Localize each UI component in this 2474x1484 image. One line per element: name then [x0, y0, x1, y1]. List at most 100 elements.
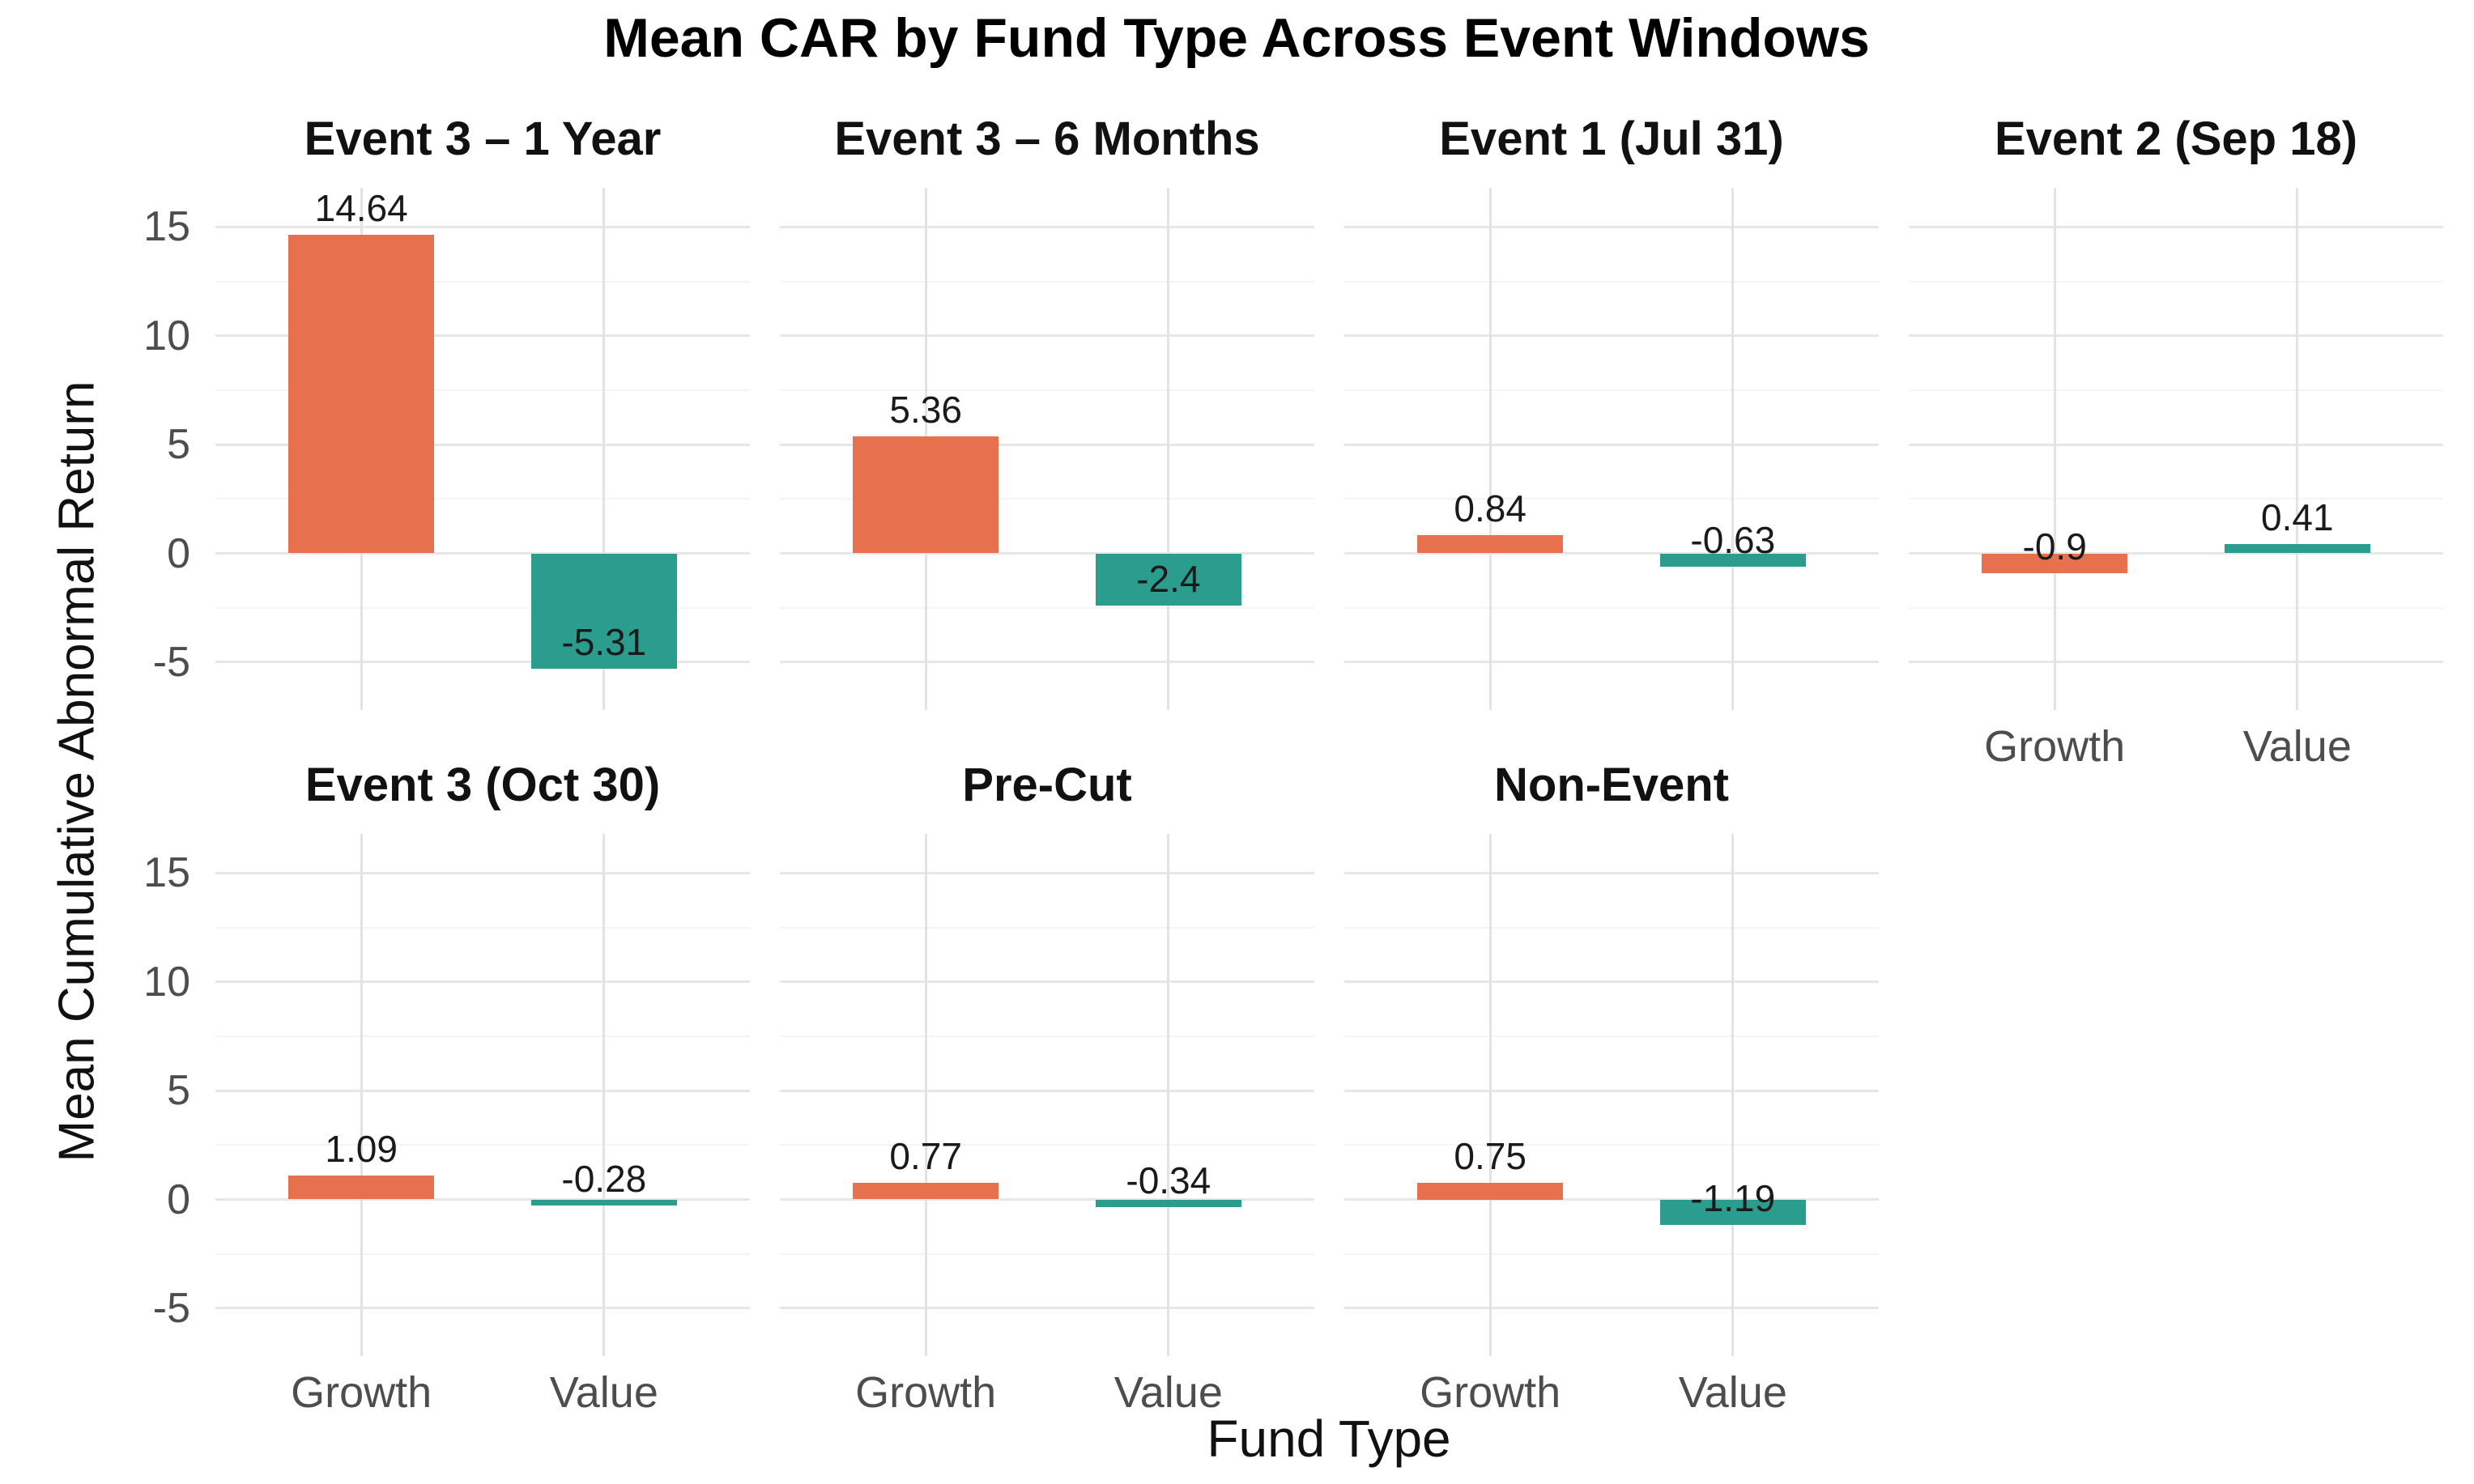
minor-gridline	[780, 498, 1314, 500]
y-tick-label: 10	[143, 312, 190, 359]
bar-growth	[853, 436, 999, 554]
x-tick-label: Value	[1114, 1368, 1223, 1417]
major-gridline	[1344, 1198, 1879, 1201]
minor-gridline	[215, 606, 750, 609]
major-gridline	[215, 1198, 750, 1201]
bar-growth	[288, 1176, 435, 1200]
major-gridline	[780, 443, 1314, 446]
minor-gridline	[780, 926, 1314, 929]
vertical-gridline	[2296, 188, 2299, 710]
minor-gridline	[1344, 389, 1879, 391]
minor-gridline	[1344, 280, 1879, 283]
major-gridline	[780, 225, 1314, 228]
y-tick-label: 0	[167, 529, 190, 577]
minor-gridline	[780, 389, 1314, 391]
major-gridline	[1344, 871, 1879, 874]
minor-gridline	[215, 389, 750, 391]
minor-gridline	[1344, 498, 1879, 500]
facet-strip-title: Event 2 (Sep 18)	[1994, 113, 2358, 165]
facet-panel: 5.36 -2.4	[780, 188, 1314, 710]
minor-gridline	[780, 1144, 1314, 1146]
y-axis-title: Mean Cumulative Abnormal Return	[49, 381, 105, 1163]
minor-gridline	[780, 280, 1314, 283]
major-gridline	[1344, 225, 1879, 228]
bar-value	[1659, 1199, 1806, 1226]
major-gridline	[1344, 552, 1879, 555]
vertical-gridline	[603, 834, 606, 1356]
major-gridline	[215, 871, 750, 874]
bar-growth	[288, 235, 435, 554]
facet-panel: 14.64 -5.31	[215, 188, 750, 710]
minor-gridline	[215, 280, 750, 283]
major-gridline	[780, 552, 1314, 555]
bar-value	[1095, 553, 1241, 606]
bar-growth	[853, 1182, 999, 1200]
bar-value-label: -0.28	[561, 1158, 647, 1201]
major-gridline	[1344, 334, 1879, 338]
bar-value-label: 0.84	[1454, 487, 1527, 529]
major-gridline	[215, 661, 750, 664]
facet-panel: 0.84 -0.63	[1344, 188, 1879, 710]
facet-panel: 0.75 Growth -1.19 Value	[1344, 834, 1879, 1416]
minor-gridline	[1344, 1144, 1879, 1146]
facet-panel: -0.9 Growth 0.41 Value	[1909, 188, 2443, 770]
bar-growth	[1417, 1183, 1564, 1200]
x-tick-label: Growth	[1984, 722, 2126, 771]
bar-value-label: -5.31	[561, 621, 647, 664]
bar-value	[1095, 1199, 1241, 1207]
facet-strip-title: Event 3 – 6 Months	[834, 113, 1260, 165]
bar-value-label: -2.4	[1136, 558, 1201, 600]
major-gridline	[780, 1198, 1314, 1201]
bar-value	[1659, 553, 1806, 568]
major-gridline	[215, 225, 750, 228]
bar-value	[530, 553, 677, 670]
major-gridline	[780, 980, 1314, 984]
major-gridline	[1344, 1307, 1879, 1310]
minor-gridline	[1344, 606, 1879, 609]
facet-strip-title: Non-Event	[1494, 759, 1729, 811]
major-gridline	[1344, 980, 1879, 984]
vertical-gridline	[924, 834, 927, 1356]
major-gridline	[1344, 1089, 1879, 1092]
vertical-gridline	[1488, 834, 1492, 1356]
minor-gridline	[215, 1035, 750, 1037]
bar-value	[2224, 544, 2370, 554]
chart-title: Mean CAR by Fund Type Across Event Windo…	[603, 7, 1870, 69]
major-gridline	[780, 1089, 1314, 1092]
y-tick-label: 0	[167, 1176, 190, 1223]
minor-gridline	[1344, 1252, 1879, 1255]
bar-value-label: 0.41	[2261, 496, 2334, 539]
facet-strip-title: Event 1 (Jul 31)	[1439, 113, 1784, 165]
bar-value-label: 14.64	[314, 187, 408, 230]
facet-strip-title: Event 3 – 1 Year	[304, 113, 662, 165]
y-tick-label: 15	[143, 203, 190, 251]
y-tick-label: 10	[143, 958, 190, 1006]
bar-growth	[1417, 534, 1564, 554]
minor-gridline	[1909, 606, 2443, 609]
facet-strip-title: Event 3 (Oct 30)	[304, 759, 661, 811]
y-tick-label: 15	[143, 849, 190, 897]
major-gridline	[1344, 443, 1879, 446]
x-tick-label: Growth	[855, 1368, 997, 1417]
major-gridline	[215, 443, 750, 446]
vertical-gridline	[1167, 188, 1170, 710]
minor-gridline	[215, 498, 750, 500]
minor-gridline	[1909, 280, 2443, 283]
bar-value-label: 0.75	[1454, 1135, 1527, 1178]
facet-panel: 0.77 Growth -0.34 Value	[780, 834, 1314, 1416]
y-tick-label: -5	[152, 1284, 190, 1332]
major-gridline	[780, 871, 1314, 874]
minor-gridline	[780, 1035, 1314, 1037]
minor-gridline	[1909, 498, 2443, 500]
major-gridline	[215, 1089, 750, 1092]
vertical-gridline	[360, 834, 363, 1356]
bar-value-label: 0.77	[889, 1134, 962, 1177]
bar-value-label: -0.34	[1126, 1159, 1211, 1201]
vertical-gridline	[1488, 188, 1492, 710]
major-gridline	[780, 1307, 1314, 1310]
minor-gridline	[1344, 926, 1879, 929]
x-tick-label: Value	[1678, 1368, 1787, 1417]
bar-value-label: -0.63	[1690, 519, 1776, 562]
major-gridline	[780, 334, 1314, 338]
